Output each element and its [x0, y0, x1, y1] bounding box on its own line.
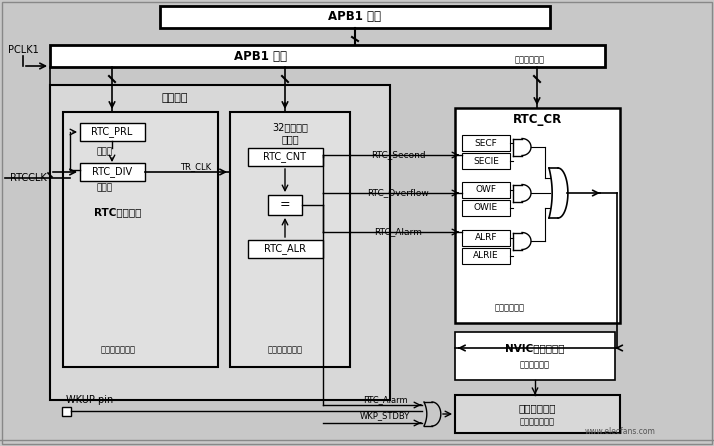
Bar [230, 112, 350, 367]
Text: RTC_Alarm: RTC_Alarm [374, 227, 422, 236]
Text: 待机时不供电: 待机时不供电 [515, 55, 545, 65]
Text: 32位可编程
计数器: 32位可编程 计数器 [272, 122, 308, 144]
Text: 待机时维持供电: 待机时维持供电 [520, 417, 555, 426]
Bar [248, 148, 323, 166]
Bar [455, 395, 620, 433]
Bar [455, 108, 620, 323]
Text: WKP_STDBY: WKP_STDBY [360, 412, 410, 421]
Bar [462, 135, 510, 151]
Text: RTC_DIV: RTC_DIV [92, 166, 132, 178]
Text: RTC_Second: RTC_Second [371, 150, 426, 160]
Text: RTC_CNT: RTC_CNT [263, 152, 306, 162]
Text: ALRF: ALRF [475, 234, 497, 243]
Text: 待机时维持供电: 待机时维持供电 [101, 346, 136, 355]
Bar [50, 85, 390, 400]
Text: TR_CLK: TR_CLK [181, 162, 211, 172]
Text: OWF: OWF [476, 186, 496, 194]
Text: RTC预分频器: RTC预分频器 [94, 207, 141, 217]
Text: 待机时不供电: 待机时不供电 [495, 303, 525, 313]
Text: APB1 总线: APB1 总线 [328, 11, 381, 24]
Text: SECF: SECF [475, 139, 498, 148]
Text: NVIC中断控制器: NVIC中断控制器 [506, 343, 565, 353]
Text: RTC_Alarm: RTC_Alarm [363, 396, 407, 405]
Text: www.elecfans.com: www.elecfans.com [585, 428, 655, 437]
Bar [80, 123, 145, 141]
Bar [462, 248, 510, 264]
Bar [248, 240, 323, 258]
Text: RTC_Overflow: RTC_Overflow [367, 189, 429, 198]
Text: RTC_ALR: RTC_ALR [264, 244, 306, 255]
Bar [462, 153, 510, 169]
Text: RTCCLK: RTCCLK [9, 173, 46, 183]
Text: PCLK1: PCLK1 [8, 45, 39, 55]
Bar [268, 195, 302, 215]
Bar [62, 407, 71, 416]
Bar [455, 332, 615, 380]
Bar [462, 182, 510, 198]
Bar [462, 200, 510, 216]
Text: =: = [280, 198, 291, 211]
Text: 重装载: 重装载 [97, 148, 113, 157]
Bar [63, 112, 218, 367]
Text: 待机时不供电: 待机时不供电 [520, 360, 550, 369]
Text: SECIE: SECIE [473, 157, 499, 165]
Text: RTC_PRL: RTC_PRL [91, 127, 133, 137]
Bar [80, 163, 145, 181]
Text: 待机时维持供电: 待机时维持供电 [268, 346, 303, 355]
Text: APB1 接口: APB1 接口 [233, 50, 286, 62]
Text: WKUP pin: WKUP pin [66, 395, 114, 405]
Text: ALRIE: ALRIE [473, 252, 499, 260]
Text: 上升沿: 上升沿 [97, 183, 113, 193]
Text: 退出待机模式: 退出待机模式 [518, 403, 555, 413]
Bar [50, 45, 605, 67]
Text: OWIE: OWIE [474, 203, 498, 212]
Bar [462, 230, 510, 246]
Text: 后备区域: 后备区域 [162, 93, 188, 103]
Bar [160, 6, 550, 28]
Text: RTC_CR: RTC_CR [513, 113, 562, 127]
